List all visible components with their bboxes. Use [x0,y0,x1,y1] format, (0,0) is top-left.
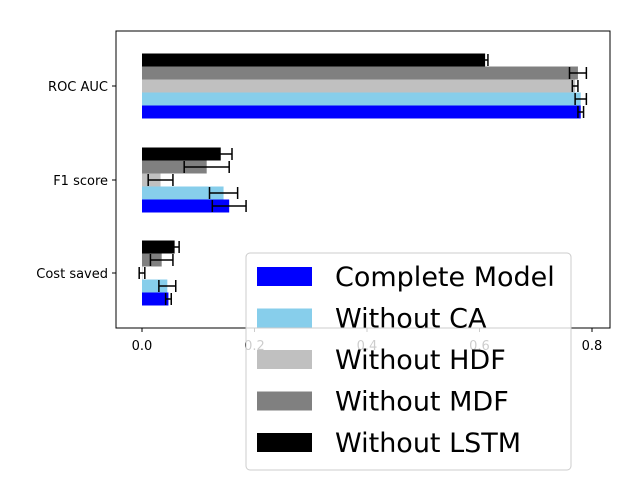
bar-0-0 [142,105,581,119]
bar-0-2 [142,79,576,93]
legend-frame [245,252,572,471]
error-bar-2-4 [169,241,180,253]
y-tick-label-0: ROC AUC [48,80,108,95]
error-bar-2-2 [138,267,146,279]
error-bar-1-4 [208,148,233,160]
bar-1-1 [142,186,224,200]
error-bar-1-2 [147,174,174,186]
y-tick-label-1: F1 score [53,174,108,189]
legend-label-3: Without MDF [335,387,509,418]
legend-label-1: Without CA [335,304,487,335]
error-bar-1-1 [208,187,239,199]
legend-label-0: Complete Model [335,262,555,293]
bar-1-0 [142,199,230,213]
error-bar-0-3 [568,67,588,79]
legend-label-2: Without HDF [335,345,506,376]
legend: Complete Model Without CA Without HDF Witho… [245,252,572,471]
legend-swatch-2 [257,350,312,369]
error-bar-0-4 [481,54,489,66]
error-bars-group [138,54,588,305]
error-bar-2-3 [149,254,174,266]
bar-2-0 [142,292,169,306]
error-bar-1-3 [183,161,230,173]
error-bar-0-2 [571,80,579,92]
bar-1-3 [142,160,207,174]
error-bar-2-0 [164,293,172,305]
bar-0-1 [142,92,581,106]
bar-1-4 [142,147,221,161]
bars-group [142,53,581,306]
error-bar-0-0 [577,106,585,118]
bar-2-4 [142,240,175,254]
error-bar-1-0 [211,200,247,212]
legend-swatch-1 [257,308,312,328]
y-tick-label-2: Cost saved [36,267,108,282]
error-bar-0-1 [574,93,588,105]
legend-swatch-0 [257,267,312,286]
x-tick-label-0: 0.0 [132,339,153,354]
bar-0-3 [142,66,578,80]
y-axis: ROC AUC F1 score Cost saved [36,80,116,282]
legend-swatch-4 [257,433,312,452]
error-bar-2-1 [158,280,177,292]
x-tick-label-4: 0.8 [582,339,603,354]
legend-swatch-3 [257,391,312,411]
bar-2-1 [142,279,168,293]
bar-0-4 [142,53,486,67]
legend-label-4: Without LSTM [335,428,521,459]
